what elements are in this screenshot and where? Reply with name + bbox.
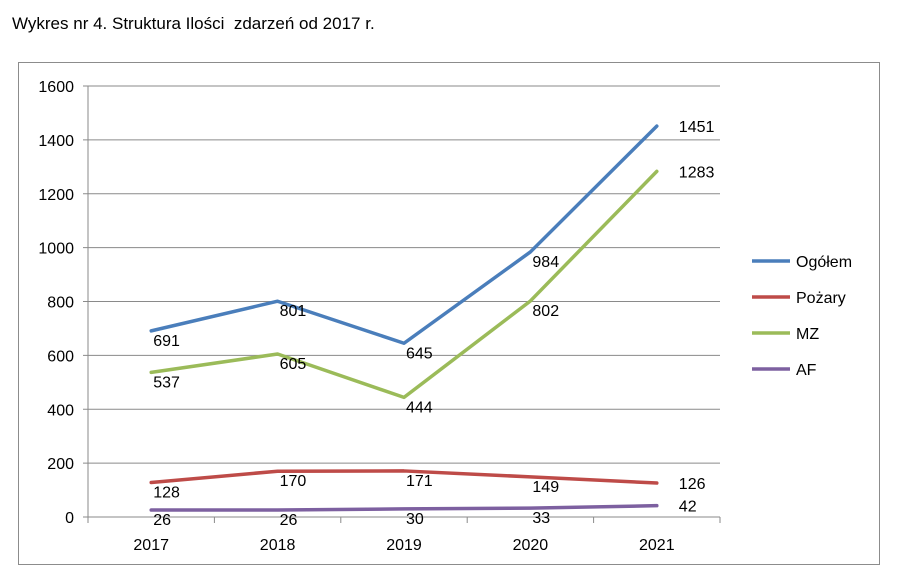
x-tick-labels: 2017 2018 2019 2020 2021: [133, 537, 674, 554]
legend-label-mz: MZ: [796, 326, 819, 343]
y-tick-label: 200: [47, 456, 74, 473]
y-tick-labels: 0 200 400 600 800 1000 1200 1400 1600: [38, 79, 74, 527]
series-line-pożary: [149, 469, 659, 485]
data-label-af: 30: [406, 511, 424, 528]
data-label-pożary: 128: [153, 485, 180, 502]
axes: [83, 85, 721, 523]
series-line-af: [149, 503, 659, 512]
data-labels: 691 801 645 984 1451 128 170 171 149 126 537 605 444…: [153, 119, 714, 529]
legend-label-af: AF: [796, 362, 817, 379]
data-label-pożary: 170: [280, 473, 307, 490]
data-label-ogółem: 801: [280, 303, 307, 320]
data-label-mz: 1283: [679, 164, 715, 181]
x-tick-label-2017: 2017: [133, 537, 169, 554]
data-label-pożary: 171: [406, 473, 433, 490]
data-label-mz: 605: [280, 356, 307, 373]
series-lines: [149, 124, 659, 512]
y-tick-label: 600: [47, 348, 74, 365]
legend: Ogółem Pożary MZ AF: [752, 254, 852, 379]
y-tick-label: 1000: [38, 241, 74, 258]
series-line-ogółem: [149, 124, 659, 346]
y-tick-label: 1400: [38, 133, 74, 150]
x-tick-label-2019: 2019: [386, 537, 422, 554]
chart-frame: [18, 62, 880, 565]
data-label-af: 26: [280, 512, 298, 529]
data-label-ogółem: 691: [153, 333, 180, 350]
y-tick-label: 1600: [38, 79, 74, 96]
legend-label-ogółem: Ogółem: [796, 254, 852, 271]
x-tick-label-2021: 2021: [639, 537, 675, 554]
x-tick-label-2020: 2020: [513, 537, 549, 554]
y-tick-label: 0: [65, 510, 74, 527]
x-tick-label-2018: 2018: [260, 537, 296, 554]
data-label-mz: 802: [532, 303, 559, 320]
chart-caption: Wykres nr 4. Struktura Ilości zdarzeń od…: [12, 14, 375, 33]
data-label-mz: 537: [153, 374, 180, 391]
data-label-ogółem: 1451: [679, 119, 715, 136]
gridlines: [88, 85, 720, 518]
data-label-pożary: 149: [532, 479, 559, 496]
data-label-ogółem: 984: [532, 254, 559, 271]
data-label-mz: 444: [406, 399, 433, 416]
y-tick-label: 800: [47, 295, 74, 312]
series-line-mz: [149, 169, 659, 400]
data-label-af: 26: [153, 512, 171, 529]
y-tick-label: 400: [47, 402, 74, 419]
data-label-pożary: 126: [679, 476, 706, 493]
data-label-af: 33: [532, 510, 550, 527]
data-label-ogółem: 645: [406, 345, 433, 362]
legend-label-pożary: Pożary: [796, 290, 846, 307]
data-label-af: 42: [679, 499, 697, 516]
y-tick-label: 1200: [38, 187, 74, 204]
